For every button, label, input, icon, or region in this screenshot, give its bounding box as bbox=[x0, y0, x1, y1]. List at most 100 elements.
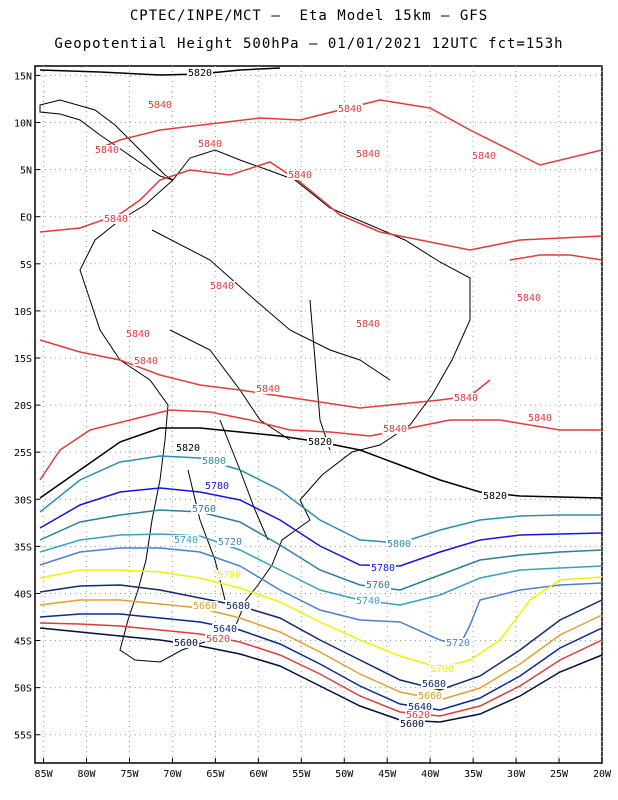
x-tick-label: 80W bbox=[78, 769, 97, 780]
x-tick-label: 55W bbox=[292, 769, 311, 780]
contour-label-5680: 5680 bbox=[422, 679, 446, 690]
contour-label-bg bbox=[417, 691, 443, 701]
contour-label-bg bbox=[175, 443, 201, 453]
contour-label-5740: 5740 bbox=[174, 535, 198, 546]
contour-5700 bbox=[39, 569, 603, 669]
x-tick-label: 20W bbox=[593, 769, 612, 780]
contour-label-5820: 5820 bbox=[176, 443, 200, 454]
contour-label-bg bbox=[307, 437, 333, 447]
x-tick-label: 70W bbox=[163, 769, 182, 780]
y-tick-label: 20S bbox=[14, 401, 32, 412]
contour-label-bg bbox=[399, 719, 425, 729]
y-tick-label: 30S bbox=[14, 495, 32, 506]
contour-5600 bbox=[39, 627, 603, 723]
contour-label-bg bbox=[355, 319, 381, 329]
contour-label-5620: 5620 bbox=[406, 710, 430, 721]
contour-5640 bbox=[39, 613, 603, 711]
contour-label-5840: 5840 bbox=[338, 104, 362, 115]
contour-5740 bbox=[39, 533, 603, 606]
contour-label-5760: 5760 bbox=[192, 504, 216, 515]
contour-label-bg bbox=[191, 504, 217, 514]
country-border bbox=[151, 229, 391, 381]
x-tick-label: 60W bbox=[249, 769, 268, 780]
contour-label-5800: 5800 bbox=[387, 539, 411, 550]
contour-label-5840: 5840 bbox=[256, 384, 280, 395]
contour-label-bg bbox=[187, 68, 213, 78]
contour-5840 bbox=[39, 409, 602, 481]
contour-label-bg bbox=[125, 329, 151, 339]
contour-label-5780: 5780 bbox=[371, 563, 395, 574]
x-tick-label: 45W bbox=[378, 769, 397, 780]
contour-5840 bbox=[509, 254, 603, 261]
contour-label-5760: 5760 bbox=[366, 580, 390, 591]
contour-label-bg bbox=[147, 100, 173, 110]
contour-label-5660: 5660 bbox=[418, 691, 442, 702]
contour-label-bg bbox=[212, 624, 238, 634]
contour-label-5620: 5620 bbox=[206, 634, 230, 645]
contour-label-5840: 5840 bbox=[104, 214, 128, 225]
plot-frame bbox=[34, 65, 603, 764]
contour-label-bg bbox=[370, 563, 396, 573]
contour-label-bg bbox=[94, 145, 120, 155]
contour-5780 bbox=[39, 487, 603, 567]
contour-label-bg bbox=[445, 638, 471, 648]
contour-label-5720: 5720 bbox=[446, 638, 470, 649]
y-tick-label: 10N bbox=[14, 119, 32, 130]
y-tick-label: 25S bbox=[14, 448, 32, 459]
contour-label-5800: 5800 bbox=[202, 456, 226, 467]
contour-label-5840: 5840 bbox=[472, 151, 496, 162]
x-tick-label: 65W bbox=[206, 769, 225, 780]
contour-label-bg bbox=[405, 710, 431, 720]
contour-5820 bbox=[39, 67, 281, 76]
y-tick-label: 5S bbox=[20, 260, 32, 271]
contour-label-bg bbox=[255, 384, 281, 394]
axis-labels: 85W 80W 75W 70W 65W 60W 55W 50W 45W 40W 35W 30W 25W 2… bbox=[14, 71, 612, 780]
contour-label-5740: 5740 bbox=[356, 596, 380, 607]
contour-label-5600: 5600 bbox=[174, 638, 198, 649]
contour-label-bg bbox=[192, 601, 218, 611]
chart-title: CPTEC/INPE/MCT – Eta Model 15km – GFS bbox=[129, 8, 489, 24]
x-tick-label: 50W bbox=[335, 769, 354, 780]
y-tick-label: 55S bbox=[14, 731, 32, 742]
x-tick-label: 75W bbox=[120, 769, 139, 780]
chart-subtitle: Geopotential Height 500hPa – 01/01/2021 … bbox=[54, 36, 564, 52]
contour-label-bg bbox=[482, 491, 508, 501]
contour-label-bg bbox=[365, 580, 391, 590]
contour-5660 bbox=[39, 599, 603, 701]
contour-label-5840: 5840 bbox=[198, 139, 222, 150]
contour-label-bg bbox=[382, 424, 408, 434]
contour-label-bg bbox=[216, 570, 242, 580]
contour-label-5840: 5840 bbox=[356, 319, 380, 330]
contour-label-5820: 5820 bbox=[483, 491, 507, 502]
country-border bbox=[309, 299, 331, 451]
contour-label-bg bbox=[355, 149, 381, 159]
contour-label-bg bbox=[516, 293, 542, 303]
y-tick-label: 45S bbox=[14, 637, 32, 648]
contour-label-5840: 5840 bbox=[383, 424, 407, 435]
contour-lines bbox=[39, 67, 603, 723]
contour-label-5840: 5840 bbox=[356, 149, 380, 160]
contour-label-bg bbox=[287, 170, 313, 180]
contour-label-bg bbox=[209, 281, 235, 291]
contour-label-bg bbox=[204, 481, 230, 491]
contour-label-5780: 5780 bbox=[205, 481, 229, 492]
contour-label-bg bbox=[386, 539, 412, 549]
contour-5800 bbox=[39, 455, 602, 544]
contour-5840 bbox=[39, 161, 603, 251]
y-tick-label: 40S bbox=[14, 589, 32, 600]
contour-label-bg bbox=[173, 638, 199, 648]
contour-label-bg bbox=[173, 535, 199, 545]
contour-label-bg bbox=[205, 634, 231, 644]
contour-label-5840: 5840 bbox=[148, 100, 172, 111]
x-tick-label: 25W bbox=[550, 769, 569, 780]
contour-label-5640: 5640 bbox=[408, 702, 432, 713]
contour-5720 bbox=[39, 547, 603, 646]
contour-label-bg bbox=[133, 356, 159, 366]
y-tick-label: 15S bbox=[14, 354, 32, 365]
contour-label-5680: 5680 bbox=[226, 601, 250, 612]
x-tick-label: 85W bbox=[35, 769, 54, 780]
contour-label-5840: 5840 bbox=[210, 281, 234, 292]
contour-label-bg bbox=[337, 104, 363, 114]
contour-5760 bbox=[39, 509, 603, 591]
